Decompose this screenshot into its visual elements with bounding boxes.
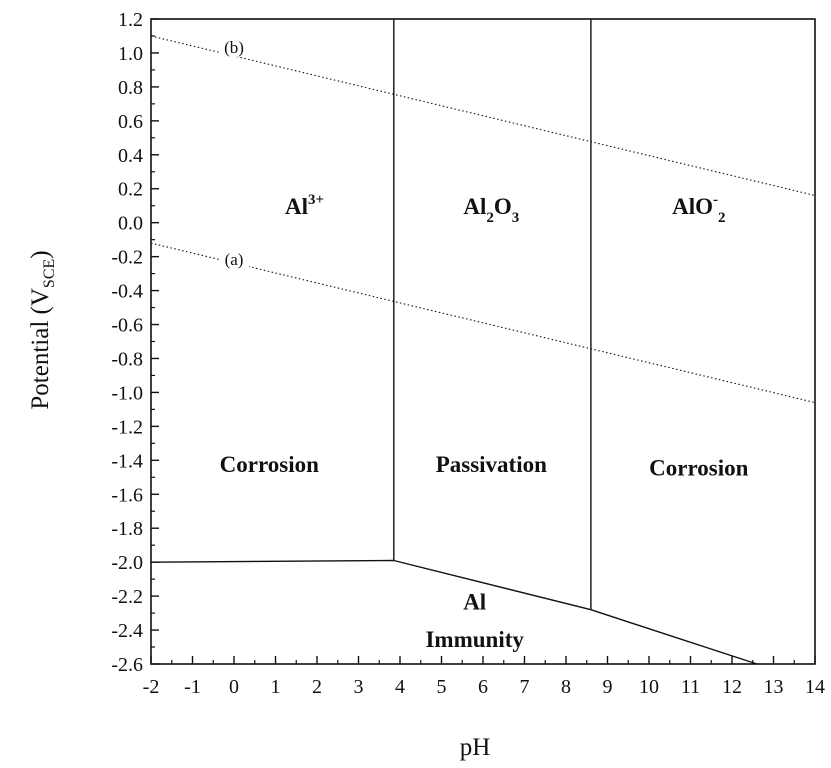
phase-boundary-line (393, 559, 758, 665)
region-label: AlO-2 (672, 192, 725, 226)
x-tick-label: 12 (722, 676, 742, 698)
x-tick-label: -1 (184, 676, 201, 698)
y-tick-label: 1.2 (118, 9, 143, 31)
x-tick-label: 10 (639, 676, 659, 698)
water-stability-line (150, 242, 816, 404)
y-tick-label: -1.0 (111, 382, 143, 404)
line-label-mask (219, 251, 249, 270)
y-axis-title-main: Potential (V (27, 288, 54, 410)
chart-labels: (b) (a) Al3+ Al2O3 AlO-2 Corrosion Passivation… (219, 38, 749, 652)
x-tick-label: 8 (561, 676, 571, 698)
axis-ticks: -2 -1 0 1 2 3 4 5 6 7 8 9 10 11 12 13 141.21.00.80.60.40… (111, 9, 825, 698)
y-tick-label: -1.8 (111, 518, 143, 540)
x-axis-title: pH (460, 734, 491, 761)
y-tick-label: -2.0 (111, 552, 143, 574)
x-tick-label: 0 (229, 676, 239, 698)
x-tick-label: 3 (354, 676, 364, 698)
y-tick-label: -0.8 (111, 348, 143, 370)
x-tick-label: 4 (395, 676, 405, 698)
y-tick-label: 0.2 (118, 179, 143, 201)
water-stability-line (150, 35, 816, 197)
region-label: Al3+ (285, 192, 324, 219)
line-label: (b) (224, 38, 244, 57)
region-label: Al (463, 590, 486, 615)
line-label: (a) (225, 250, 244, 269)
x-tick-label: 14 (805, 676, 825, 698)
x-tick-label: 6 (478, 676, 488, 698)
y-tick-label: 0.4 (118, 145, 143, 167)
phase-boundary-line (150, 559, 394, 563)
x-tick-label: 7 (520, 676, 530, 698)
y-tick-label: -1.2 (111, 416, 143, 438)
x-tick-label: 1 (271, 676, 281, 698)
y-axis-title-close: ) (27, 250, 54, 258)
region-label: Immunity (425, 627, 524, 652)
line-label-mask (219, 38, 249, 57)
y-tick-label: 0.6 (118, 111, 143, 133)
x-tick-label: -2 (143, 676, 160, 698)
region-label: Al2O3 (463, 194, 519, 226)
y-tick-label: -2.4 (111, 620, 143, 642)
y-axis-title-subscript: SCE (41, 259, 58, 288)
y-tick-label: -2.6 (111, 654, 143, 676)
region-label: Passivation (436, 452, 547, 477)
y-tick-label: -0.6 (111, 315, 143, 337)
y-tick-label: -1.4 (111, 450, 143, 472)
y-tick-label: 0.8 (118, 77, 143, 99)
y-tick-label: 0.0 (118, 213, 143, 235)
y-tick-label: -2.2 (111, 586, 143, 608)
x-tick-label: 13 (764, 676, 784, 698)
region-label: Corrosion (649, 456, 748, 481)
plot-lines (150, 19, 816, 665)
y-tick-label: -1.6 (111, 484, 143, 506)
y-tick-label: -0.4 (111, 281, 143, 303)
x-tick-label: 11 (681, 676, 700, 698)
x-tick-label: 2 (312, 676, 322, 698)
x-tick-label: 9 (603, 676, 613, 698)
region-label: Corrosion (220, 452, 319, 477)
x-tick-label: 5 (437, 676, 447, 698)
y-tick-label: -0.2 (111, 247, 143, 269)
y-axis-title: Potential (VSCE) (27, 250, 58, 409)
y-tick-label: 1.0 (118, 43, 143, 65)
